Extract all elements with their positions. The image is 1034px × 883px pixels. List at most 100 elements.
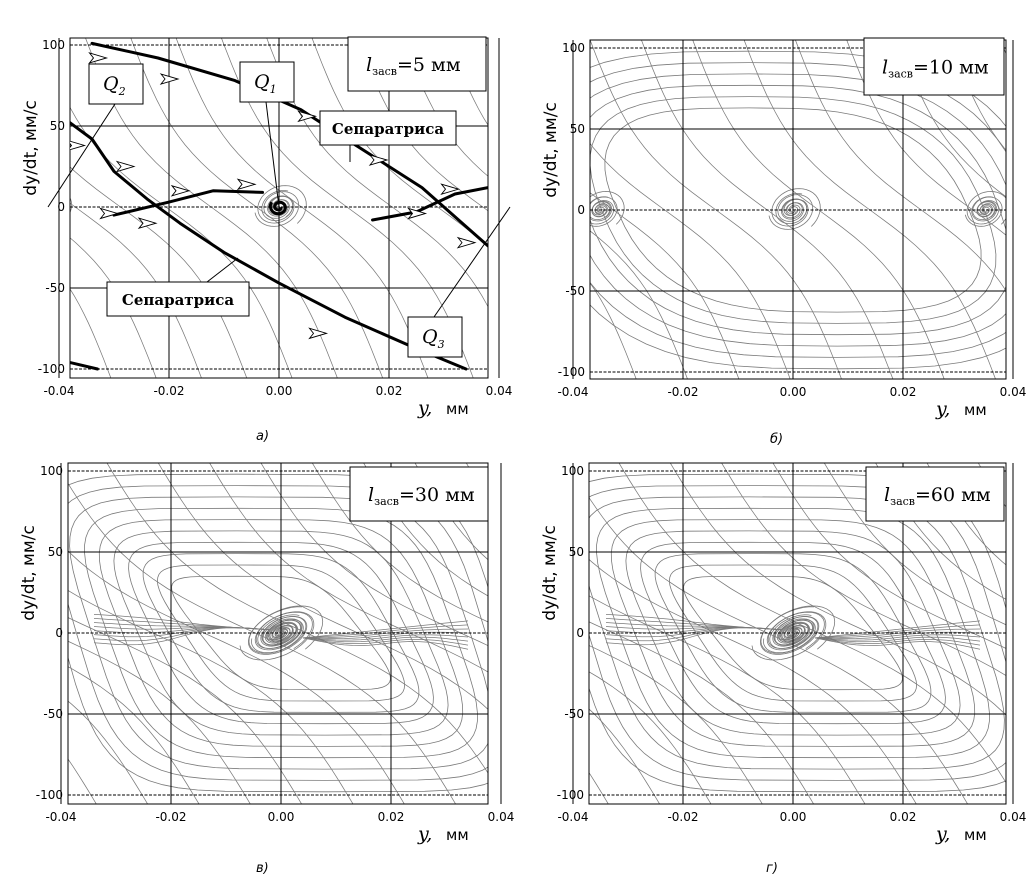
focus-label-q2: Q2 xyxy=(103,73,126,98)
panel-b: -0.04 -0.02 0.00 0.02 0.04 -100 -50 0 50 100 lзасв… xyxy=(541,37,1027,447)
focus-letter: Q xyxy=(254,71,270,93)
direction-arrow xyxy=(308,327,329,340)
trajectory xyxy=(823,463,1006,626)
trajectory xyxy=(640,541,946,725)
trajectory xyxy=(590,282,637,379)
focus-letter: Q xyxy=(422,326,438,348)
separatrix-label: Сепаратриса xyxy=(122,291,234,309)
x-axis-unit: мм xyxy=(964,401,987,419)
param-label: lзасв=10 мм xyxy=(882,57,989,81)
separatrix-curve xyxy=(70,120,468,371)
panel-caption: г) xyxy=(766,861,778,876)
direction-arrow xyxy=(574,270,591,280)
trajectory xyxy=(490,194,527,223)
x-tick-label: -0.02 xyxy=(667,810,698,824)
focus-label-box xyxy=(239,61,295,103)
direction-arrow xyxy=(440,183,461,196)
param-box xyxy=(863,37,1005,96)
y-tick-label: 0 xyxy=(577,203,585,217)
panel-a: -0.04 -0.02 0.00 0.02 0.04 -100 -50 0 50 100 lзасв… xyxy=(0,29,591,444)
trajectory xyxy=(774,618,815,646)
trajectory xyxy=(302,634,469,641)
trajectory xyxy=(492,188,534,221)
y-tick-label: 100 xyxy=(40,464,63,478)
y-tick-label: 100 xyxy=(42,38,65,52)
focus-label-box xyxy=(88,63,144,105)
y-tick-label: -50 xyxy=(43,707,63,721)
trajectory xyxy=(262,618,303,646)
x-tick-label: 0.02 xyxy=(376,384,403,398)
x-axis-variable: y, xyxy=(417,397,432,419)
focus-leader xyxy=(47,103,116,208)
param-value: =60 мм xyxy=(915,484,991,506)
focus-label-q1: Q1 xyxy=(254,71,277,96)
focus-label-box xyxy=(407,316,463,358)
trajectory xyxy=(590,84,1006,336)
trajectory xyxy=(302,624,469,639)
trajectory xyxy=(781,198,808,221)
param-subscript: засв xyxy=(888,68,913,81)
direction-arrow xyxy=(159,73,180,85)
x-axis-unit: мм xyxy=(964,826,987,844)
separatrix-label-box xyxy=(319,110,457,146)
panel-c: -0.04 -0.02 0.00 0.02 0.04 -100 -50 0 50 100 lзасв… xyxy=(19,462,514,876)
trajectory xyxy=(814,624,981,639)
y-tick-label: -100 xyxy=(557,788,584,802)
trajectory xyxy=(668,564,918,702)
direction-arrow xyxy=(236,178,257,191)
trajectory xyxy=(589,595,866,804)
y-tick-label: -100 xyxy=(558,365,585,379)
y-tick-label: -50 xyxy=(565,284,585,298)
param-subscript: засв xyxy=(374,495,399,508)
trajectory xyxy=(311,463,488,623)
x-tick-label: 0.02 xyxy=(378,810,405,824)
x-tick-label: 0.04 xyxy=(1000,385,1027,399)
separatrix-leader xyxy=(206,257,239,283)
x-axis-variable: y, xyxy=(417,823,432,845)
focus-leader xyxy=(265,101,280,208)
x-tick-label: 0.04 xyxy=(1000,810,1027,824)
trajectory xyxy=(247,606,308,655)
trajectory xyxy=(814,637,981,646)
trajectory xyxy=(68,640,251,804)
focus-spiral xyxy=(39,202,54,214)
trajectory xyxy=(128,541,434,725)
trajectory xyxy=(93,614,271,631)
direction-arrow xyxy=(115,160,136,173)
param-symbol: l xyxy=(366,54,372,76)
trajectory xyxy=(589,708,661,804)
trajectory xyxy=(156,564,406,702)
trajectory xyxy=(814,634,981,641)
separatrix-label: Сепаратриса xyxy=(332,120,444,138)
focus-spiral xyxy=(268,200,287,216)
x-axis-unit: мм xyxy=(446,826,469,844)
direction-arrow xyxy=(170,184,191,197)
param-symbol: l xyxy=(882,57,888,79)
trajectory xyxy=(254,191,300,227)
trajectory xyxy=(775,193,808,224)
trajectory xyxy=(496,194,521,218)
trajectory xyxy=(768,194,814,230)
y-tick-label: 0 xyxy=(57,200,65,214)
y-tick-label: 100 xyxy=(561,464,584,478)
trajectory xyxy=(68,700,149,804)
trajectory xyxy=(0,29,23,385)
x-axis-unit: мм xyxy=(446,400,469,418)
direction-arrow xyxy=(88,52,109,64)
panel-caption: б) xyxy=(770,432,783,447)
param-value: =30 мм xyxy=(399,484,475,506)
param-subscript: засв xyxy=(372,65,397,78)
param-value: =10 мм xyxy=(913,57,989,79)
trajectory xyxy=(70,237,157,378)
direction-arrow xyxy=(456,236,477,249)
trajectory xyxy=(814,637,981,650)
direction-arrow xyxy=(0,328,13,338)
focus-letter: Q xyxy=(103,73,119,95)
trajectory xyxy=(68,590,354,804)
x-tick-label: 0.00 xyxy=(780,810,807,824)
x-tick-label: -0.04 xyxy=(43,384,74,398)
x-tick-label: -0.04 xyxy=(557,810,588,824)
trajectory xyxy=(814,620,981,639)
y-tick-label: 0 xyxy=(576,626,584,640)
direction-arrow xyxy=(568,137,585,147)
